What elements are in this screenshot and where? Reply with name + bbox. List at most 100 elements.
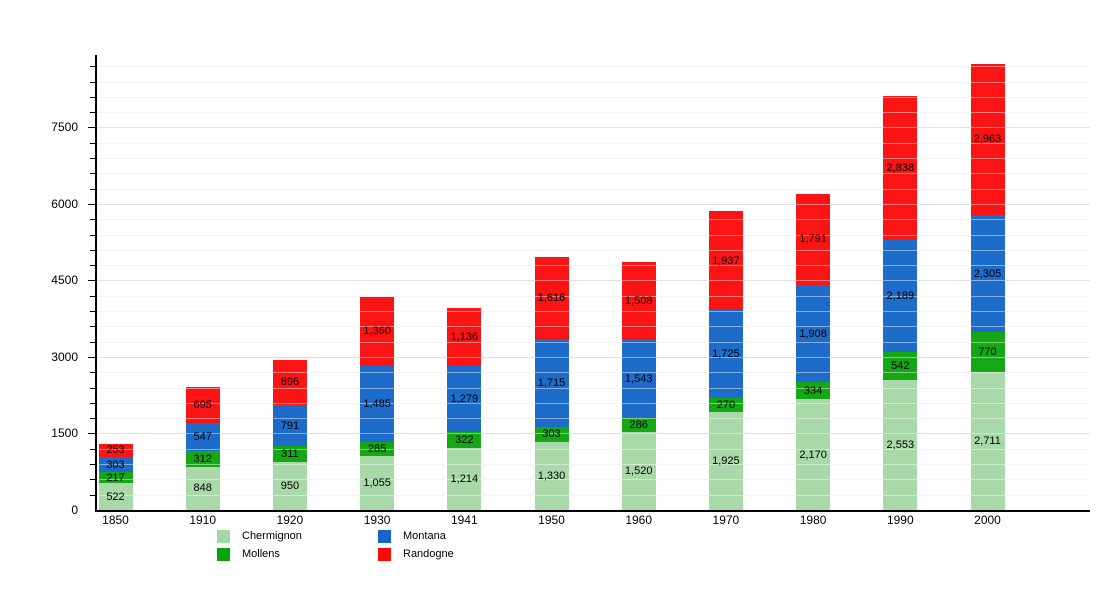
minor-gridline bbox=[97, 158, 1090, 160]
bar-segment-montana-1910 bbox=[185, 422, 220, 451]
bar-segment-randogne-1920 bbox=[272, 359, 307, 406]
gridline-overlay bbox=[97, 311, 1090, 313]
bar-value-label: 285 bbox=[367, 442, 387, 455]
minor-gridline bbox=[97, 219, 1090, 221]
major-gridline bbox=[97, 280, 1090, 282]
major-gridline bbox=[97, 127, 1090, 129]
minor-gridline bbox=[97, 96, 1090, 98]
x-axis-label-1990: 1990 bbox=[886, 513, 914, 527]
bar-value-label: 2,170 bbox=[799, 448, 827, 461]
bar-value-label: 2,189 bbox=[886, 290, 915, 303]
bar-segment-chermignon-1920 bbox=[272, 461, 307, 510]
y-axis-tick bbox=[90, 265, 95, 267]
bar-value-label: 1,908 bbox=[799, 327, 827, 340]
gridline-overlay bbox=[97, 173, 1090, 175]
bar-segment-montana-1850 bbox=[98, 456, 133, 473]
bar-value-label: 1,214 bbox=[450, 473, 479, 486]
bar-value-label: 2,305 bbox=[973, 267, 1002, 280]
bar-segment-mollens-1850 bbox=[98, 472, 133, 484]
minor-gridline bbox=[97, 188, 1090, 190]
gridline-overlay bbox=[97, 203, 1090, 205]
gridline-overlay bbox=[97, 448, 1090, 450]
minor-gridline bbox=[97, 112, 1090, 114]
x-axis-label-1920: 1920 bbox=[276, 513, 304, 527]
y-axis-tick bbox=[90, 81, 95, 83]
legend-swatch-montana bbox=[378, 530, 391, 543]
bar-value-label: 286 bbox=[629, 419, 648, 432]
bar-value-label: 303 bbox=[542, 428, 561, 441]
y-axis-tick bbox=[88, 433, 95, 435]
bar-segment-mollens-2000 bbox=[970, 332, 1005, 372]
y-axis-label: 1500 bbox=[51, 426, 78, 441]
y-axis-tick bbox=[88, 203, 95, 205]
legend-label: Mollens bbox=[242, 548, 280, 560]
bar-value-label: 312 bbox=[193, 452, 212, 465]
bar-value-label: 1,937 bbox=[712, 254, 740, 267]
bar-value-label: 770 bbox=[978, 346, 997, 359]
y-axis-tick bbox=[90, 494, 95, 496]
bar-segment-mollens-1910 bbox=[185, 450, 220, 467]
gridline-overlay bbox=[97, 372, 1090, 374]
y-axis-tick bbox=[88, 280, 95, 282]
y-axis-tick bbox=[88, 356, 95, 358]
bar-value-label: 253 bbox=[106, 444, 125, 457]
gridline-overlay bbox=[97, 81, 1090, 83]
bar-segment-chermignon-1910 bbox=[185, 466, 220, 510]
x-axis-label-1960: 1960 bbox=[625, 513, 653, 527]
bar-value-label: 791 bbox=[280, 419, 300, 432]
bar-value-label: 1,715 bbox=[537, 376, 566, 389]
bar-segment-randogne-1980 bbox=[796, 193, 831, 285]
bar-segment-montana-1920 bbox=[272, 405, 307, 446]
gridline-overlay bbox=[97, 280, 1090, 282]
bar-value-label: 1,279 bbox=[450, 393, 479, 406]
bar-value-label: 848 bbox=[193, 482, 212, 495]
bar-segment-chermignon-1950 bbox=[534, 442, 569, 510]
gridline-overlay bbox=[97, 112, 1090, 114]
minor-gridline bbox=[97, 311, 1090, 313]
minor-gridline bbox=[97, 341, 1090, 343]
bar-segment-chermignon-2000 bbox=[970, 371, 1005, 510]
gridline-overlay bbox=[97, 127, 1090, 129]
legend-label: Randogne bbox=[403, 548, 454, 560]
legend-item-randogne: Randogne bbox=[378, 548, 454, 561]
bar-value-label: 950 bbox=[280, 479, 300, 492]
minor-gridline bbox=[97, 142, 1090, 144]
legend-item-montana: Montana bbox=[378, 530, 446, 543]
bar-segment-chermignon-1930 bbox=[360, 456, 395, 510]
bar-value-label: 270 bbox=[716, 398, 736, 411]
bar-segment-montana-1960 bbox=[621, 339, 656, 418]
y-axis-tick bbox=[90, 418, 95, 420]
bar-value-label: 322 bbox=[455, 433, 474, 446]
gridline-overlay bbox=[97, 66, 1090, 68]
minor-gridline bbox=[97, 479, 1090, 481]
y-axis-tick bbox=[90, 219, 95, 221]
bar-segment-chermignon-1850 bbox=[98, 483, 133, 510]
bar-value-label: 1,136 bbox=[450, 331, 479, 344]
major-gridline bbox=[97, 203, 1090, 205]
bar-segment-chermignon-1980 bbox=[796, 399, 831, 510]
minor-gridline bbox=[97, 249, 1090, 251]
bar-segment-montana-1930 bbox=[360, 365, 395, 442]
bar-segment-randogne-2000 bbox=[970, 63, 1005, 215]
y-axis-tick bbox=[90, 372, 95, 374]
y-axis-tick bbox=[90, 112, 95, 114]
bar-value-label: 1,485 bbox=[363, 397, 391, 410]
bar-value-label: 522 bbox=[106, 490, 125, 503]
x-axis-label-1941: 1941 bbox=[450, 513, 478, 527]
minor-gridline bbox=[97, 372, 1090, 374]
y-axis-label: 7500 bbox=[51, 120, 78, 135]
x-axis-label-2000: 2000 bbox=[974, 513, 1001, 527]
bar-value-label: 303 bbox=[106, 458, 125, 471]
y-axis-tick bbox=[90, 249, 95, 251]
x-axis-label-1850: 1850 bbox=[102, 513, 129, 527]
bar-value-label: 1,543 bbox=[624, 372, 653, 385]
bar-value-label: 217 bbox=[106, 472, 125, 485]
bar-value-label: 2,838 bbox=[886, 162, 915, 175]
gridline-overlay bbox=[97, 341, 1090, 343]
bar-segment-montana-1980 bbox=[796, 284, 831, 383]
y-axis-tick bbox=[90, 464, 95, 466]
minor-gridline bbox=[97, 295, 1090, 297]
minor-gridline bbox=[97, 81, 1090, 83]
gridline-overlay bbox=[97, 234, 1090, 236]
